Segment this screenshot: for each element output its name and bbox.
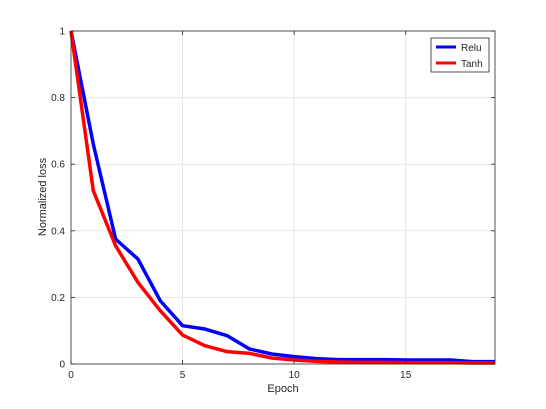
y-tick-label: 0.8 xyxy=(51,93,65,104)
plot-background xyxy=(71,31,495,364)
y-axis-label: Normalized loss xyxy=(37,157,49,236)
y-tick-label: 0.2 xyxy=(51,293,65,304)
y-tick-label: 0.4 xyxy=(51,226,65,237)
x-tick-label: 10 xyxy=(289,370,301,381)
x-tick-label: 15 xyxy=(400,370,412,381)
grid-lines xyxy=(71,31,495,364)
y-tick-label: 0 xyxy=(59,360,65,371)
x-tick-label: 0 xyxy=(68,370,74,381)
y-tick-label: 0.6 xyxy=(51,160,65,171)
legend-box xyxy=(430,37,490,73)
plot-frame xyxy=(70,30,496,365)
legend: Relu Tanh xyxy=(430,37,490,73)
series-lines xyxy=(69,30,495,365)
series-line-relu xyxy=(69,30,495,364)
x-axis-label: Epoch xyxy=(267,383,298,395)
axis-ticks: 0 5 10 15 0 0.2 0.4 0.6 0.8 1 xyxy=(51,27,495,381)
legend-label-relu: Relu xyxy=(461,43,482,54)
y-tick-label: 1 xyxy=(59,27,65,38)
x-tick-label: 5 xyxy=(180,370,186,381)
series-line-tanh xyxy=(69,30,495,365)
legend-label-tanh: Tanh xyxy=(461,59,483,70)
